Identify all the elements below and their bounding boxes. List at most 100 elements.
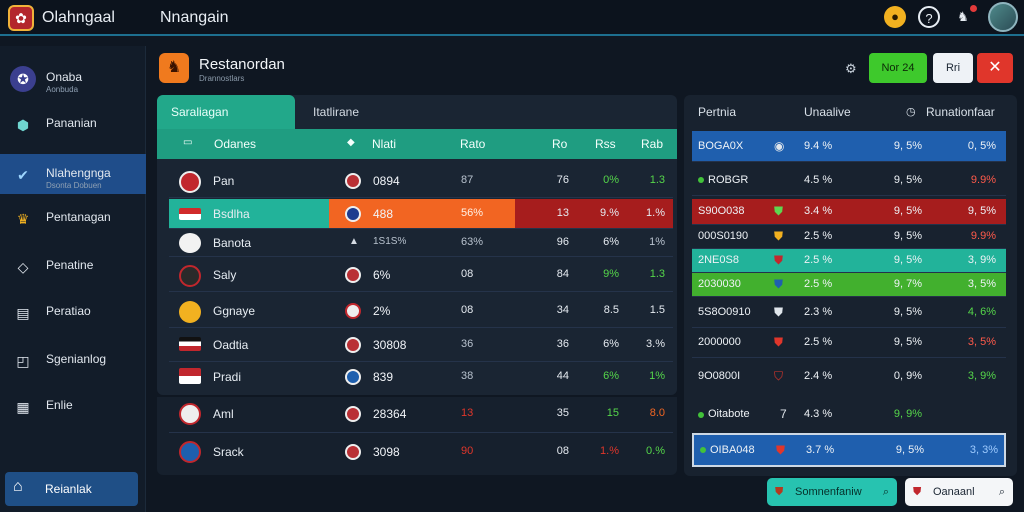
list-item[interactable]: 5S8O0910 ⛊ 2.3 % 9, 5% 4, 6% (692, 297, 1006, 328)
list-item[interactable]: 9O0800I ⛉ 2.4 % 0, 9% 3, 9% (692, 361, 1006, 392)
shield-icon: ⛊ (774, 335, 784, 349)
app-logo[interactable]: ✿ (8, 5, 34, 31)
cell: 1.3 (649, 174, 665, 186)
col-header[interactable]: Pertnia (698, 105, 737, 119)
col-header[interactable]: Odanes (214, 137, 257, 151)
cell: 3.7 % (806, 444, 835, 456)
sidebar-item-nlahengnga[interactable]: ✔ Nlahengnga Dsonta Dobuen (0, 154, 146, 194)
table-row[interactable]: Pradi 839 38 44 6% 1% (169, 361, 673, 394)
list-item[interactable]: 2000000 ⛊ 2.5 % 9, 5% 3, 5% (692, 327, 1006, 358)
eye-icon: ◉ (774, 139, 785, 153)
tab-saraliagan[interactable]: Saraliagan (157, 95, 295, 129)
help-icon[interactable]: ? (918, 6, 940, 28)
list-item[interactable]: 2NE0S8 ⛊ 2.5 % 9, 5% 3, 9% (692, 249, 1006, 273)
list-item-selected[interactable]: OIBA048 ⛊ 3.7 % 9, 5% 3, 3% (692, 433, 1006, 467)
sidebar-item-label: Onaba (46, 70, 83, 84)
cell: 2.5 % (804, 230, 833, 242)
lion-icon: ♛ (16, 211, 30, 227)
table-row[interactable]: Saly 6% 08 84 9% 1.3 (169, 259, 673, 292)
club-badge-icon (345, 303, 361, 319)
standings-panel: Saraliagan Itatlirane ▭ Odanes ◆ Nlati R… (157, 95, 677, 395)
content-header: ♞ Restanordan Drannostlars ⚙ Nor 24 Rri … (157, 51, 1017, 87)
team-crest-icon (179, 337, 201, 351)
shield-icon: ⛊ (774, 253, 784, 267)
cell: 9, 5% (967, 205, 996, 217)
list-item[interactable]: S90O038 ⛊ 3.4 % 9, 5% 9, 5% (692, 199, 1006, 225)
table-row[interactable]: Ggnaye 2% 08 34 8.5 1.5 (169, 295, 673, 328)
cell: 488 (373, 207, 394, 221)
cell: 9.4 % (804, 140, 833, 152)
club-badge-icon (345, 173, 361, 189)
shield-icon: ⛊ (775, 486, 784, 498)
footer-button-1[interactable]: ⛊ Somnenfaniw ⌕ (767, 478, 897, 506)
close-button[interactable]: ✕ (977, 53, 1013, 83)
table-row[interactable]: Srack 3098 90 08 1.% 0.% (169, 435, 673, 471)
sidebar-item-label: Sgenianlog (46, 352, 107, 366)
top-bar: ✿ Olahngaal Nnangain ● ? ♞ (0, 0, 1024, 36)
sidebar-item-pentanagan[interactable]: ♛ Pentanagan (0, 198, 146, 238)
cell: 1% (649, 370, 665, 382)
cell: 13 (461, 407, 474, 419)
table-header: ▭ Odanes ◆ Nlati Rato Ro Rss Rab (157, 129, 677, 159)
cell: 3, 9% (967, 370, 996, 382)
col-header[interactable]: Rato (460, 137, 486, 151)
sidebar-item-label: Nlahengnga (46, 166, 111, 180)
settings-icon[interactable]: ⚙ (845, 61, 857, 76)
sidebar-bottom-button[interactable]: ⌂ Reianlak (5, 472, 138, 506)
col-header[interactable]: Rab (641, 137, 664, 151)
cell: 15 (606, 407, 619, 419)
sidebar-item-penatine[interactable]: ◇ Penatine (0, 246, 146, 286)
table-row[interactable]: Pan 0894 87 76 0% 1.3 (169, 165, 673, 198)
list-item[interactable]: 2030030 ⛊ 2.5 % 9, 7% 3, 5% (692, 273, 1006, 297)
shield-icon: ⛉ (774, 369, 784, 383)
cell: 36 (556, 338, 569, 350)
tab-itatlirane[interactable]: Itatlirane (313, 105, 360, 119)
crest-icon: ♞ (159, 53, 189, 83)
sidebar-item-pananian[interactable]: ⬢ Pananian (0, 104, 146, 144)
list-item[interactable]: ROBGR 4.5 % 9, 5% 9.9% (692, 165, 1006, 196)
sidebar-item-sgenianlog[interactable]: ◰ Sgenianlog (0, 340, 146, 380)
status-dot (698, 177, 704, 183)
list-item[interactable]: BOGA0X ◉ 9.4 % 9, 5% 0, 5% (692, 131, 1006, 162)
bell-icon[interactable]: ♞ (957, 9, 969, 24)
primary-button[interactable]: Nor 24 (869, 53, 927, 83)
team-crest-icon (179, 171, 201, 193)
list-icon: ▭ (183, 137, 193, 148)
table-row-highlighted[interactable]: Bsdlha 488 56% 13 9.% 1.% (169, 199, 673, 229)
cell: 3.% (646, 338, 665, 350)
secondary-button[interactable]: Rri (933, 53, 973, 83)
col-header[interactable]: Ro (552, 137, 568, 151)
footer-button-2[interactable]: ⛊ Oanaanl ⌕ (905, 478, 1013, 506)
club-badge-icon (345, 444, 361, 460)
item-name: Oitabote (708, 408, 750, 420)
item-name: ROBGR (708, 174, 749, 186)
sidebar-item-peratiao[interactable]: ▤ Peratiao (0, 292, 146, 332)
list-item[interactable]: 000S0190 ⛊ 2.5 % 9, 5% 9.9% (692, 225, 1006, 249)
cell: 9, 9% (893, 408, 922, 420)
team-name: Saly (213, 268, 237, 282)
cell: 08 (556, 445, 569, 457)
sidebar-item-onaba[interactable]: ✪ Onaba Aonbuda (0, 58, 146, 98)
status-dot (698, 412, 704, 418)
team-crest-icon (179, 368, 201, 384)
table-row[interactable]: Banota ▲ 1S1S% 63% 96 6% 1% (169, 229, 673, 257)
table-row[interactable]: Aml 28364 13 35 15 8.0 (169, 397, 673, 433)
col-header[interactable]: Nlati (372, 137, 397, 151)
cell: 9, 5% (893, 140, 922, 152)
club-badge-icon (345, 267, 361, 283)
sidebar-item-enlie[interactable]: ▦ Enlie (0, 386, 146, 426)
col-header[interactable]: Unaalive (804, 105, 851, 119)
list-item[interactable]: Oitabote 7 4.3 % 9, 9% (692, 399, 1006, 430)
col-header[interactable]: Runationfaar (926, 105, 995, 119)
document-icon: ▤ (16, 305, 30, 321)
cell: 9, 5% (893, 306, 922, 318)
table-row[interactable]: Oadtia 30808 36 36 6% 3.% (169, 329, 673, 362)
standings-panel-lower: Aml 28364 13 35 15 8.0 Srack 3098 90 08 … (157, 397, 677, 475)
cell: 9, 5% (893, 230, 922, 242)
coin-icon[interactable]: ● (884, 6, 906, 28)
col-header[interactable]: Rss (595, 137, 616, 151)
avatar[interactable] (988, 2, 1018, 32)
cell: 44 (556, 370, 569, 382)
diamond-icon: ◇ (17, 259, 29, 275)
shield-icon: ⛊ (774, 305, 784, 319)
